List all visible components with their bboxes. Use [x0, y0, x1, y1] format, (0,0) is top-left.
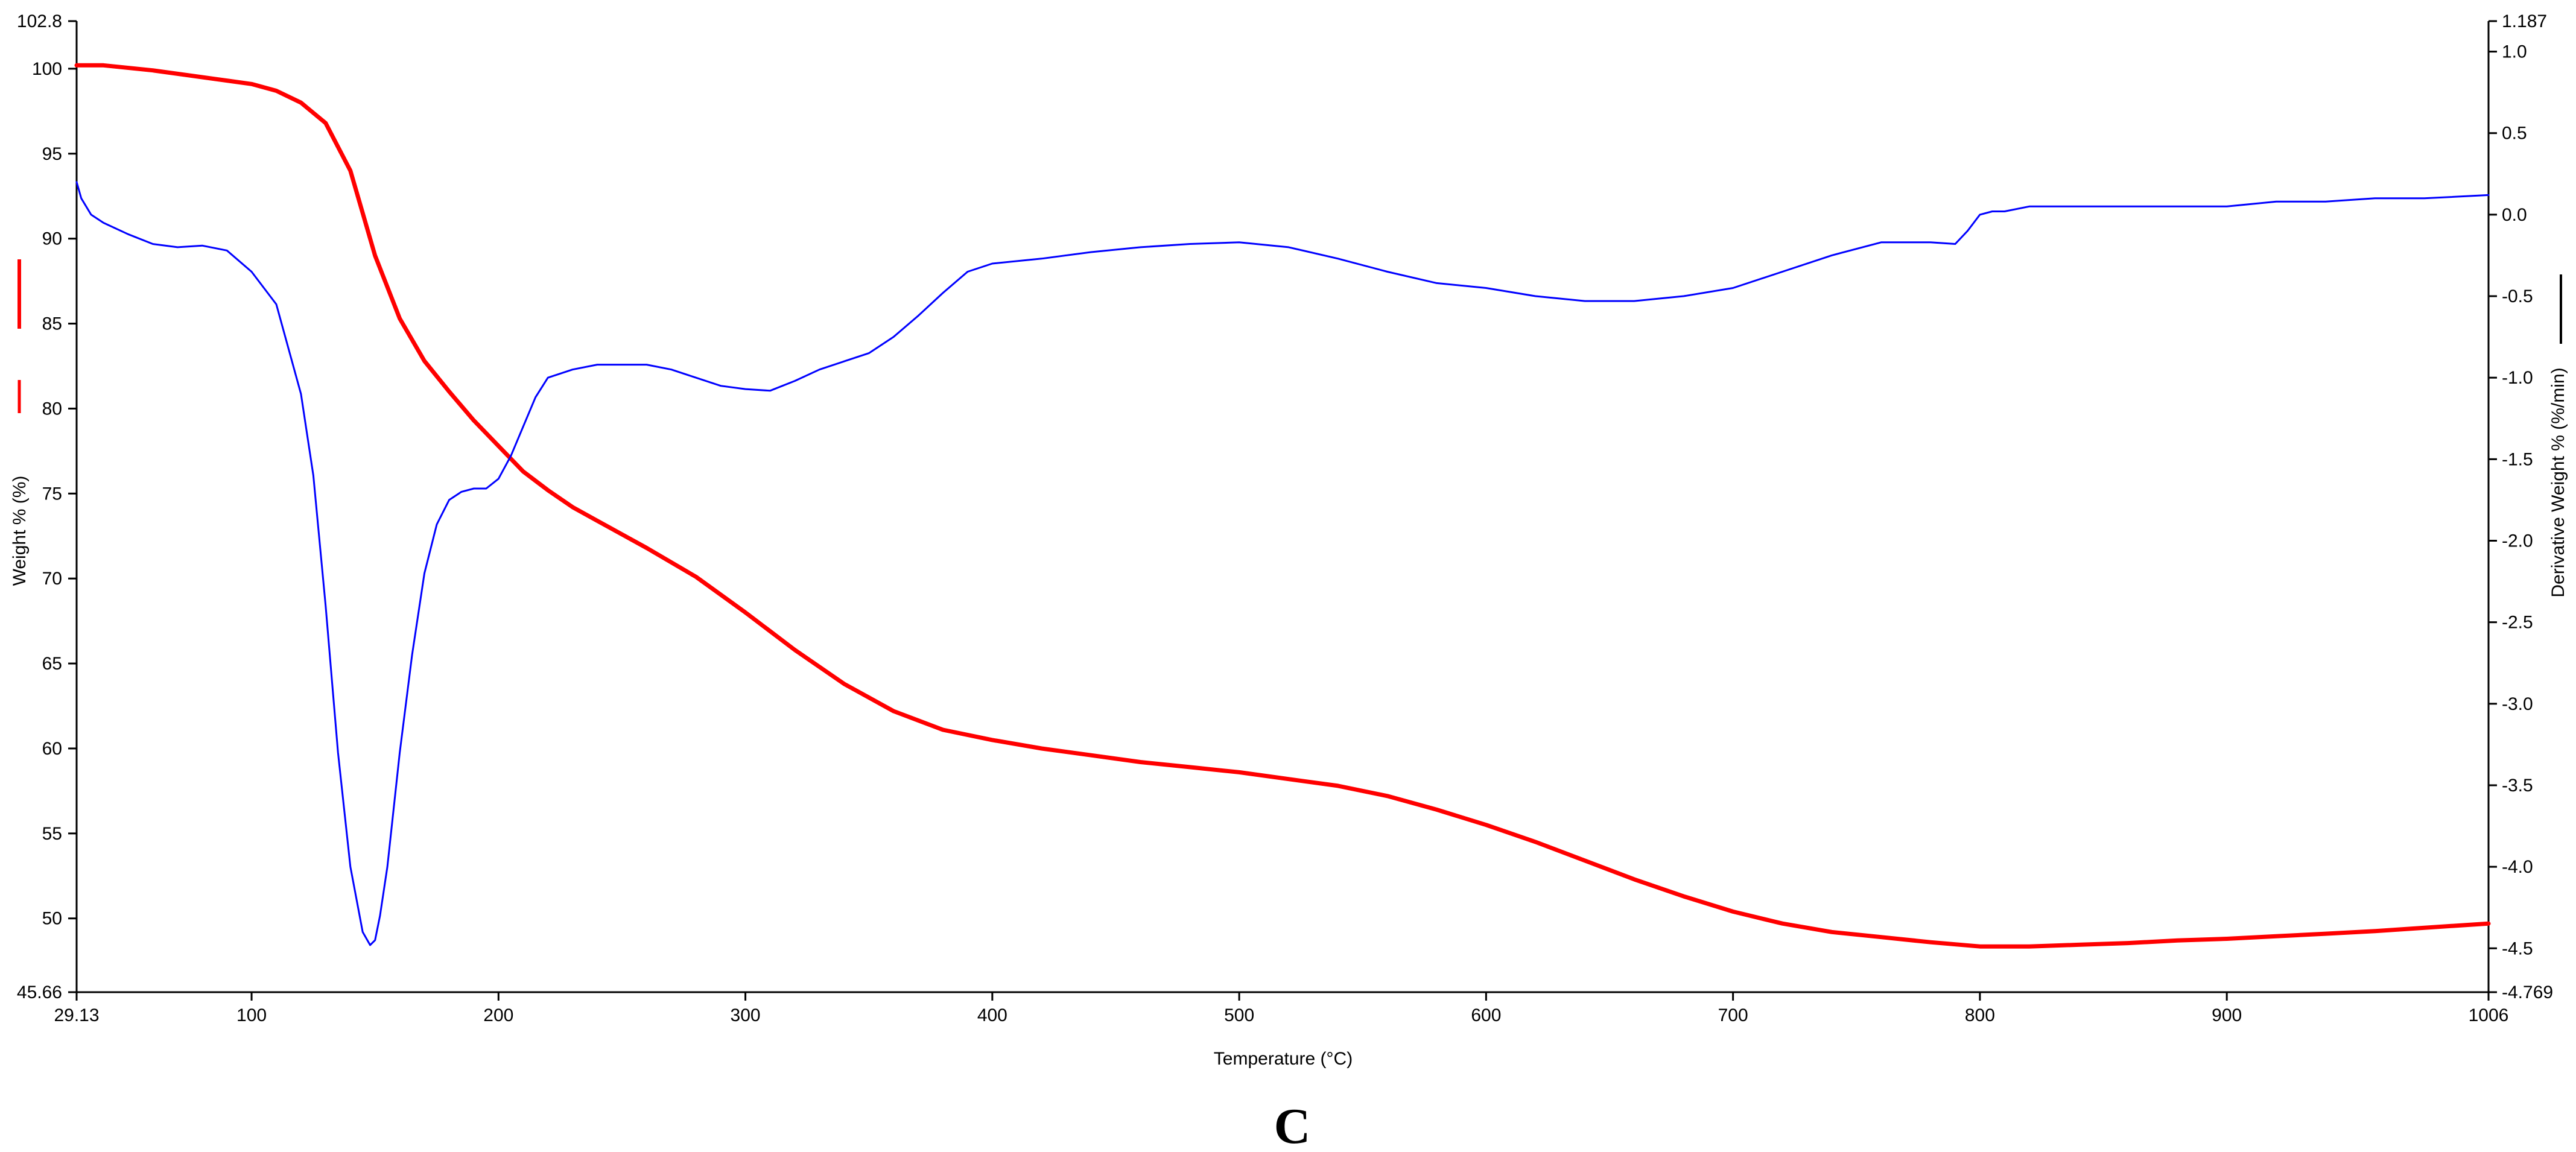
y-right-tick-label: -0.5	[2502, 286, 2533, 306]
legend-markers	[17, 259, 2562, 413]
y-right-tick-label: -4.0	[2502, 857, 2533, 877]
y-left-tick-label: 60	[42, 739, 62, 759]
y-right-tick-label: -4.5	[2502, 938, 2533, 958]
y-axis-left: 45.66 50 55 60 65 70 75 80 85 90 95 100 102.8	[17, 11, 77, 1002]
x-tick-label: 900	[2212, 1005, 2242, 1025]
x-axis: 29.13 100 200 300 400 500 600 700 800 900 1006	[54, 992, 2508, 1025]
y-left-tick-label: 95	[42, 144, 62, 164]
x-tick-label: 500	[1224, 1005, 1254, 1025]
y-left-tick-label: 55	[42, 824, 62, 844]
x-tick-label: 29.13	[54, 1005, 99, 1025]
series-layer	[74, 63, 2491, 949]
y-axis-right-label: Derivative Weight % (%/min)	[2548, 367, 2568, 597]
y-right-tick-label: -3.5	[2502, 776, 2533, 796]
x-tick-label: 1006	[2469, 1005, 2509, 1025]
y-left-tick-label: 75	[42, 484, 62, 504]
y-left-tick-label: 100	[32, 59, 62, 79]
x-tick-label: 300	[731, 1005, 761, 1025]
x-tick-label: 600	[1471, 1005, 1501, 1025]
plot-frame	[75, 21, 2490, 993]
y-left-tick-label: 50	[42, 909, 62, 929]
panel-label: C	[1274, 1098, 1311, 1152]
y-right-tick-label: 0.0	[2502, 205, 2527, 225]
y-right-tick-label: 1.0	[2502, 42, 2527, 62]
series-line-derivative	[75, 181, 2490, 946]
y-right-tick-label: -1.5	[2502, 449, 2533, 469]
y-left-tick-label: 80	[42, 399, 62, 419]
y-right-tick-label: -3.0	[2502, 694, 2533, 714]
y-left-tick-label: 90	[42, 229, 62, 249]
y-left-tick-label: 102.8	[17, 11, 62, 31]
series-line-weight	[74, 63, 2491, 949]
x-tick-label: 400	[977, 1005, 1007, 1025]
y-left-tick-label: 45.66	[17, 983, 62, 1002]
y-right-tick-label: 1.187	[2502, 11, 2547, 31]
y-left-tick-label: 65	[42, 654, 62, 674]
y-left-tick-label: 70	[42, 569, 62, 589]
y-right-tick-label: -2.5	[2502, 613, 2533, 633]
y-axis-right: -4.769 -4.5 -4.0 -3.5 -3.0 -2.5 -2.0 -1.5 -1.0 -0…	[2489, 11, 2553, 1002]
x-axis-label: Temperature (°C)	[1214, 1049, 1353, 1069]
x-tick-label: 700	[1718, 1005, 1748, 1025]
y-axis-left-label: Weight % (%)	[10, 476, 30, 586]
y-right-tick-label: -4.769	[2502, 983, 2553, 1002]
y-right-tick-label: 0.5	[2502, 124, 2527, 144]
x-tick-label: 100	[236, 1005, 267, 1025]
y-left-tick-label: 85	[42, 314, 62, 334]
y-right-tick-label: -2.0	[2502, 531, 2533, 551]
x-tick-label: 200	[483, 1005, 513, 1025]
y-right-tick-label: -1.0	[2502, 368, 2533, 388]
x-tick-label: 800	[1965, 1005, 1995, 1025]
